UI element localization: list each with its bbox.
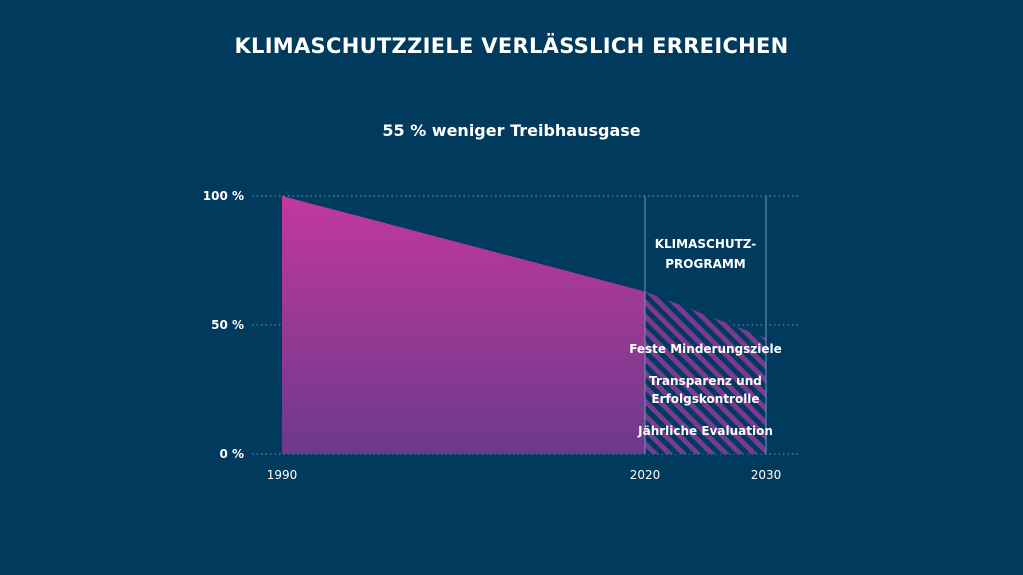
program-box-item: Erfolgskontrolle: [651, 392, 759, 406]
page-title: KLIMASCHUTZZIELE VERLÄSSLICH ERREICHEN: [234, 34, 789, 58]
area-projected: [645, 291, 766, 454]
program-box-item: Jährliche Evaluation: [637, 424, 773, 438]
program-box-item: Transparenz und: [649, 374, 762, 388]
area-historical: [282, 196, 645, 454]
program-box-item: Feste Minderungsziele: [629, 342, 782, 356]
y-tick-label: 50 %: [211, 318, 244, 332]
program-box-title: KLIMASCHUTZ-: [655, 237, 757, 251]
x-tick-label: 2020: [630, 468, 661, 482]
y-tick-label: 0 %: [219, 447, 244, 461]
x-tick-label: 2030: [751, 468, 782, 482]
program-box-title: PROGRAMM: [665, 257, 746, 271]
y-tick-label: 100 %: [203, 189, 244, 203]
chart-subtitle: 55 % weniger Treibhausgase: [382, 121, 641, 140]
x-tick-label: 1990: [267, 468, 298, 482]
